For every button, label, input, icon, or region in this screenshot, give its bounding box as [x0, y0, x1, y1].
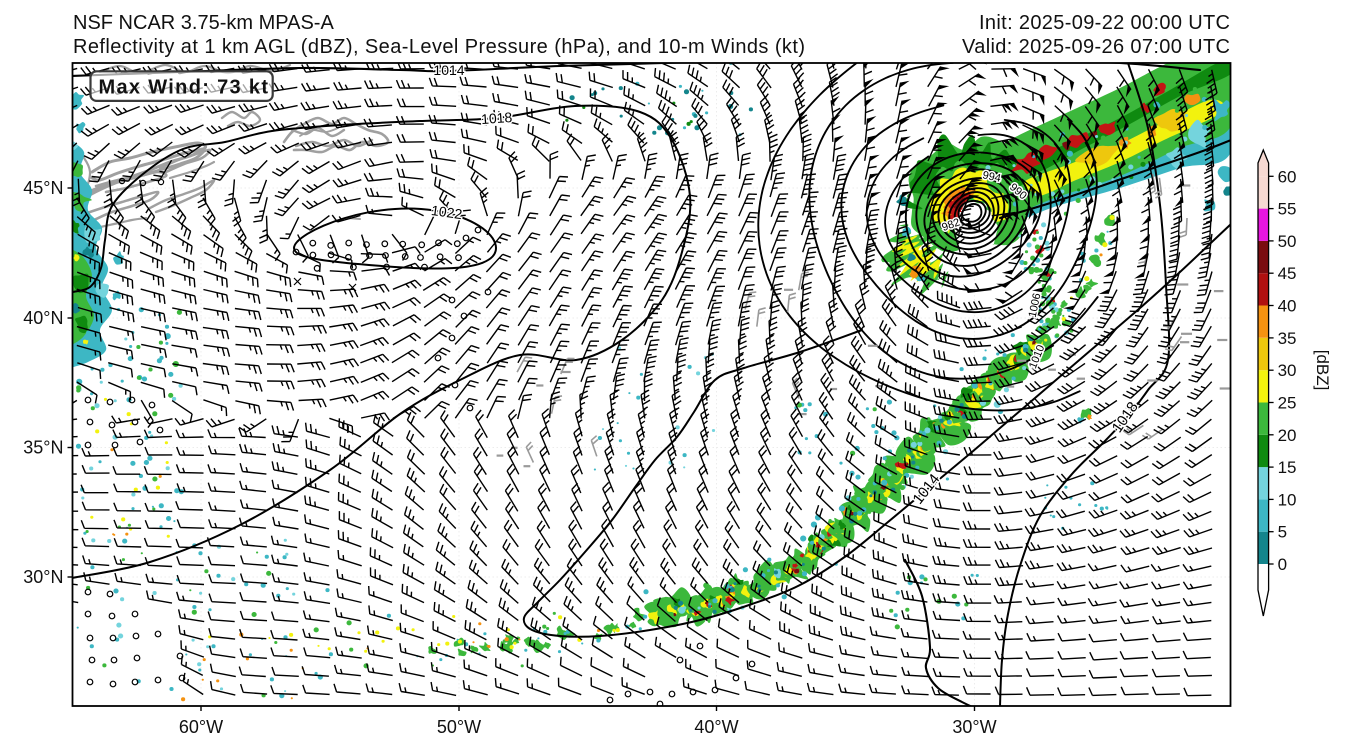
svg-text:35: 35 [1278, 329, 1297, 348]
svg-text:Init: 2025-09-22 00:00 UTC: Init: 2025-09-22 00:00 UTC [979, 12, 1230, 34]
svg-text:45°N: 45°N [23, 178, 63, 198]
svg-text:30°W: 30°W [952, 717, 996, 737]
svg-text:40: 40 [1278, 297, 1297, 316]
svg-text:60°W: 60°W [179, 717, 223, 737]
svg-text:35°N: 35°N [23, 438, 63, 458]
svg-text:20: 20 [1278, 426, 1297, 445]
svg-text:50: 50 [1278, 232, 1297, 251]
svg-text:[dBZ]: [dBZ] [1313, 350, 1332, 391]
svg-text:1014: 1014 [433, 62, 464, 78]
svg-text:0: 0 [1278, 555, 1287, 574]
svg-text:60: 60 [1278, 167, 1297, 186]
svg-text:5: 5 [1278, 523, 1287, 542]
svg-text:25: 25 [1278, 394, 1297, 413]
svg-text:30°N: 30°N [23, 567, 63, 587]
svg-text:Valid: 2025-09-26 07:00 UTC: Valid: 2025-09-26 07:00 UTC [962, 36, 1230, 58]
svg-text:NSF NCAR 3.75-km MPAS-A: NSF NCAR 3.75-km MPAS-A [73, 12, 334, 34]
svg-text:1022: 1022 [430, 202, 463, 222]
svg-text:40°W: 40°W [694, 717, 738, 737]
svg-text:30: 30 [1278, 361, 1297, 380]
svg-text:50°W: 50°W [437, 717, 481, 737]
svg-text:994: 994 [981, 169, 1001, 185]
svg-text:15: 15 [1278, 458, 1297, 477]
svg-text:1018: 1018 [481, 109, 513, 127]
svg-text:40°N: 40°N [23, 308, 63, 328]
svg-text:Reflectivity at 1 km AGL (dBZ): Reflectivity at 1 km AGL (dBZ), Sea-Leve… [73, 36, 805, 58]
svg-text:10: 10 [1278, 490, 1297, 509]
svg-text:Max Wind: 73 kt: Max Wind: 73 kt [99, 77, 269, 99]
svg-text:45: 45 [1278, 264, 1297, 283]
svg-text:55: 55 [1278, 200, 1297, 219]
